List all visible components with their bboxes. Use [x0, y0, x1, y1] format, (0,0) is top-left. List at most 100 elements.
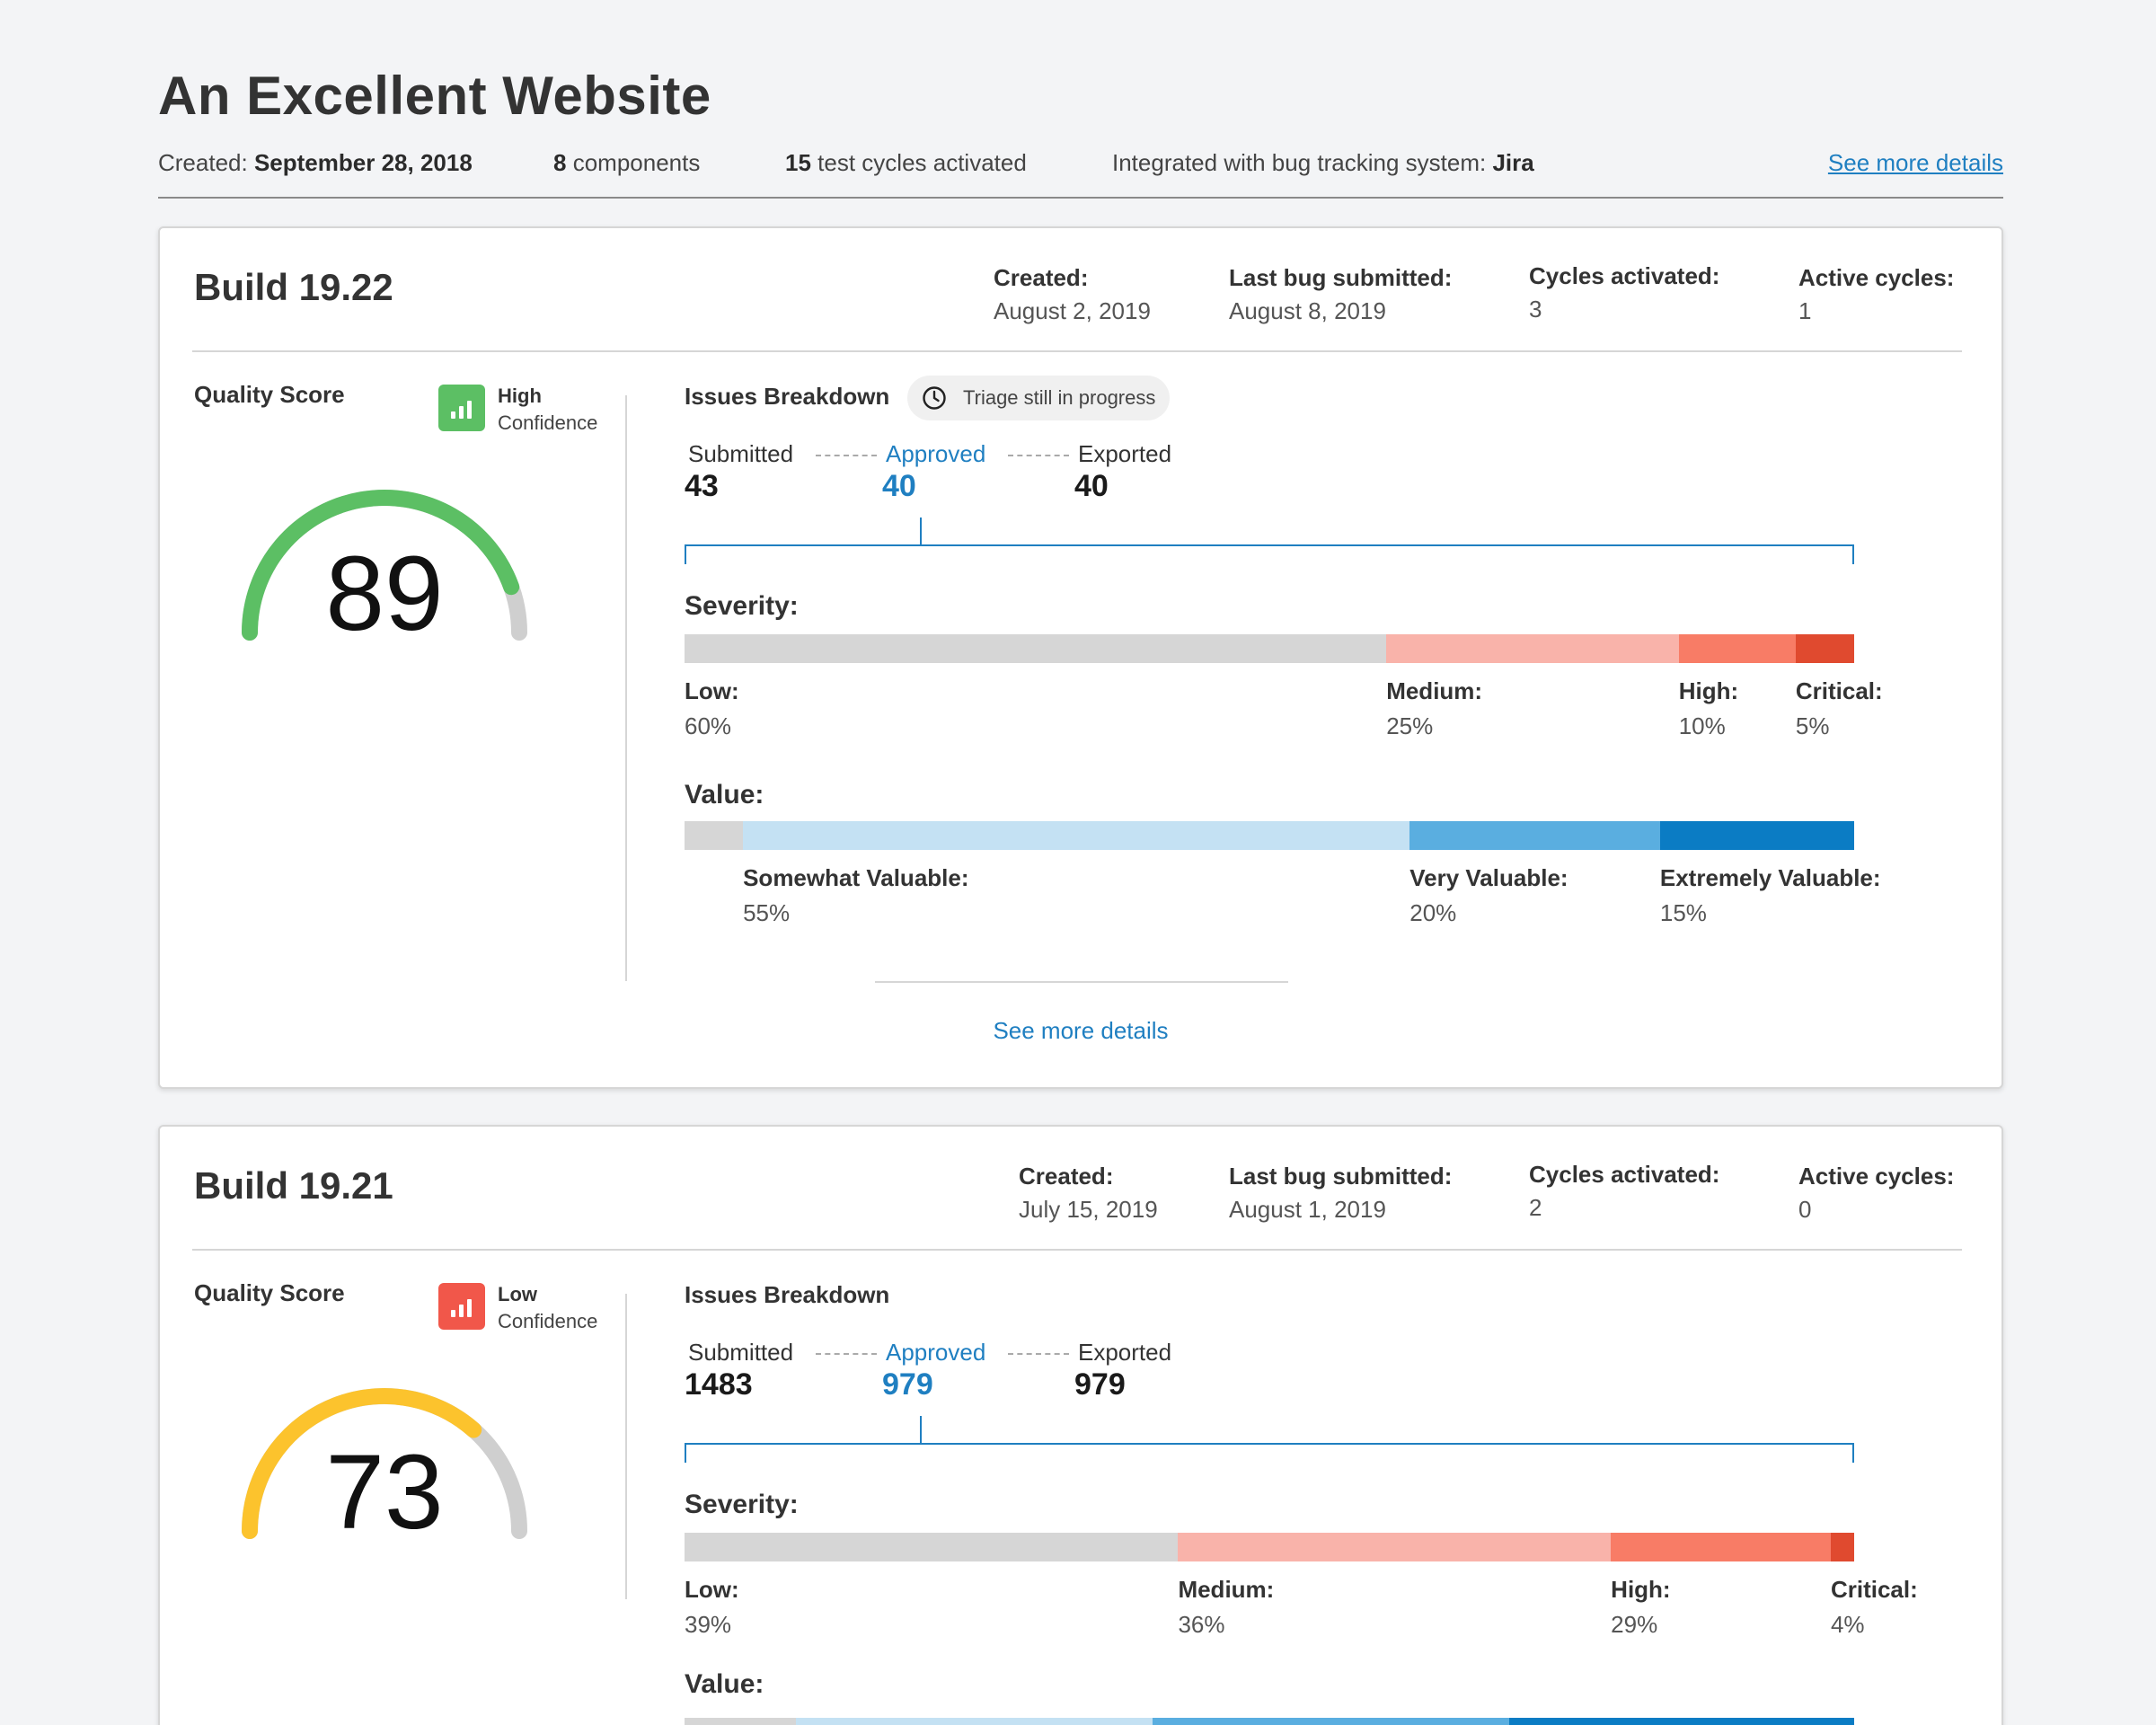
build-card: Build 19.22 Created: August 2, 2019 Last…: [158, 226, 2003, 1089]
legend-item: Low: 60%: [685, 677, 739, 740]
legend-name: Very Valuable:: [1409, 864, 1568, 891]
build-cycles-activated: Cycles activated: 2: [1529, 1161, 1720, 1221]
legend-item: Critical: 4%: [1831, 1576, 1918, 1639]
approved-bracket-stem: [920, 518, 922, 544]
submitted-label: Submitted: [688, 1339, 794, 1366]
build-title: Build 19.21: [194, 1164, 393, 1207]
quality-gauge: [242, 1388, 527, 1539]
bar-segment: [1795, 634, 1854, 663]
build-active-cycles: Active cycles: 0: [1798, 1163, 1955, 1223]
value-bar: [685, 821, 1854, 850]
legend-name: Somewhat Valuable:: [743, 864, 969, 891]
legend-item: Medium: 36%: [1178, 1576, 1274, 1639]
legend-item: High: 10%: [1679, 677, 1738, 740]
site-meta-row: Created: September 28, 2018 8 components…: [158, 149, 2003, 185]
gauge-fill: [242, 490, 520, 641]
quality-score-value: 89: [325, 535, 444, 653]
flow-connector: [816, 455, 877, 456]
bar-segment: [1611, 1533, 1831, 1561]
legend-name: Critical:: [1830, 1576, 1918, 1603]
signal-bars-icon: [438, 1283, 485, 1330]
build-active-cycles: Active cycles: 1: [1798, 264, 1955, 324]
build-card: Build 19.21 Created: July 15, 2019 Last …: [158, 1125, 2003, 1725]
quality-score-label: Quality Score: [194, 381, 345, 408]
page-title: An Excellent Website: [158, 66, 711, 126]
bar-segment: [1830, 1533, 1854, 1561]
legend-item: Medium: 25%: [1386, 677, 1482, 740]
legend-name: Critical:: [1795, 677, 1883, 704]
signal-bars-icon: [438, 385, 485, 431]
bar-segment: [1678, 634, 1796, 663]
legend-percent: 55%: [743, 899, 791, 926]
site-test-cycles: 15 test cycles activated: [785, 149, 1027, 176]
approved-label: Approved: [886, 1339, 986, 1366]
approved-label: Approved: [886, 440, 986, 467]
exported-label: Exported: [1078, 1339, 1172, 1366]
confidence-indicator: Low Confidence: [498, 1283, 598, 1332]
legend-name: High:: [1611, 1576, 1671, 1603]
footer-divider: [875, 981, 1288, 983]
bar-segment: [1386, 634, 1679, 663]
legend-name: Low:: [685, 1576, 739, 1603]
legend-percent: 36%: [1178, 1611, 1225, 1638]
legend-item: Low: 39%: [685, 1576, 739, 1639]
triage-status-badge: Triage still in progress: [907, 376, 1171, 420]
legend-percent: 29%: [1611, 1611, 1658, 1638]
legend-percent: 15%: [1659, 899, 1707, 926]
site-integration: Integrated with bug tracking system: Jir…: [1112, 149, 1534, 176]
see-more-details-link[interactable]: See more details: [1827, 149, 2003, 176]
legend-item: Somewhat Valuable: 55%: [743, 864, 968, 927]
severity-label: Severity:: [685, 1490, 799, 1519]
issues-breakdown-label: Issues Breakdown: [685, 383, 890, 410]
legend-percent: 4%: [1830, 1611, 1865, 1638]
build-title: Build 19.22: [194, 266, 393, 308]
exported-count: 40: [1074, 469, 1109, 503]
exported-label: Exported: [1078, 440, 1172, 467]
flow-connector: [1008, 1353, 1069, 1355]
value-label: Value:: [685, 780, 764, 809]
value-segment: [795, 1718, 1153, 1725]
flow-connector: [816, 1353, 877, 1355]
bar-segment: [685, 1533, 1179, 1561]
bar-segment: [685, 634, 1387, 663]
flow-connector: [1008, 455, 1069, 456]
legend-percent: 20%: [1409, 899, 1457, 926]
legend-item: Extremely Valuable: 15%: [1660, 864, 1881, 927]
value-segment: [685, 1718, 796, 1725]
legend-item: Critical: 5%: [1796, 677, 1883, 740]
bar-segment: [1178, 1533, 1612, 1561]
see-more-details-link[interactable]: See more details: [993, 1017, 1169, 1044]
approved-count: 40: [882, 469, 916, 503]
build-last-bug: Last bug submitted: August 1, 2019: [1229, 1163, 1453, 1223]
value-label: Value:: [685, 1669, 764, 1699]
bar-segment: [743, 821, 1410, 850]
severity-bar: [685, 1533, 1854, 1561]
legend-name: Low:: [685, 677, 739, 704]
severity-label: Severity:: [685, 591, 799, 621]
section-divider: [625, 1294, 627, 1599]
clock-icon: [923, 386, 946, 410]
legend-percent: 5%: [1795, 712, 1830, 739]
submitted-count: 43: [685, 469, 719, 503]
quality-gauge: [242, 490, 527, 641]
bar-segment: [1659, 821, 1854, 850]
approved-bracket: [685, 1443, 1854, 1463]
severity-bar: [685, 634, 1854, 663]
value-segment: [1508, 1718, 1854, 1725]
legend-percent: 10%: [1678, 712, 1726, 739]
legend-name: High:: [1678, 677, 1739, 704]
gauge-fill: [242, 1388, 482, 1539]
site-components: 8 components: [553, 149, 701, 176]
site-created: Created: September 28, 2018: [158, 149, 473, 176]
approved-bracket: [685, 544, 1854, 564]
build-created: Created: July 15, 2019: [1019, 1163, 1158, 1223]
build-created: Created: August 2, 2019: [994, 264, 1151, 324]
approved-count: 979: [882, 1367, 933, 1402]
legend-name: Medium:: [1178, 1576, 1275, 1603]
bar-segment: [1409, 821, 1660, 850]
submitted-count: 1483: [685, 1367, 753, 1402]
section-divider: [625, 395, 627, 981]
legend-item: Very Valuable: 20%: [1409, 864, 1568, 927]
bar-segment: [685, 821, 744, 850]
legend-percent: 60%: [685, 712, 732, 739]
